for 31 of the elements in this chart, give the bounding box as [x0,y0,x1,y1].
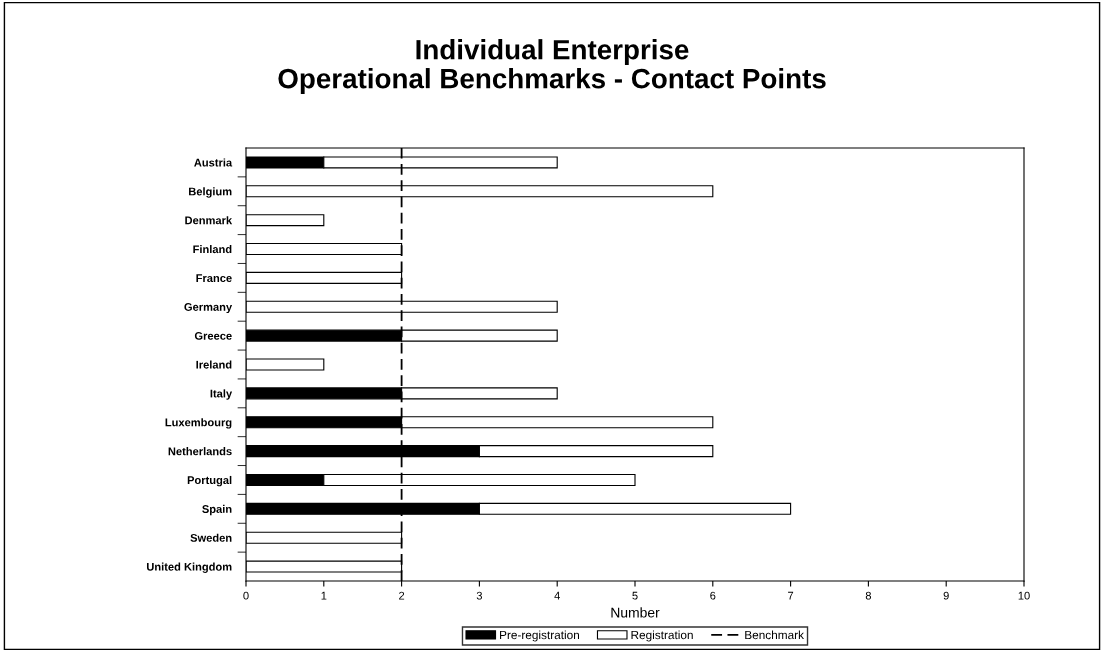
x-tick-label: 7 [788,591,794,600]
y-tick-label: Belgium [189,187,232,198]
y-tick-label: Italy [210,389,233,400]
x-tick-label: 4 [554,591,560,600]
y-tick-label: Spain [202,504,232,516]
y-tick-label: Denmark [185,216,233,225]
y-tick-label: Austria [194,158,233,167]
y-tick-label: Ireland [196,360,232,369]
legend-label: Pre-registration [500,630,579,642]
x-axis-title: Number [611,607,660,618]
y-tick-label: United Kingdom [146,562,232,573]
x-tick-label: 0 [243,591,249,600]
x-tick-label: 10 [1018,591,1030,600]
y-tick-label: Portugal [187,475,232,487]
legend-label: Registration [631,630,693,642]
x-tick-label: 9 [943,591,949,600]
x-tick-label: 3 [476,591,482,600]
y-tick-label: Germany [184,303,233,314]
x-tick-label: 5 [632,591,638,600]
legend-label: Benchmark [745,630,805,640]
x-tick-label: 1 [321,591,327,600]
y-tick-label: Sweden [190,533,232,542]
y-tick-label: Luxembourg [165,418,232,429]
y-tick-label: Netherlands [168,447,232,456]
y-tick-label: Finland [193,245,232,254]
x-tick-label: 2 [399,591,405,600]
chart-title: Individual Enterprise Operational Benchmarks - Contact Points [278,39,826,94]
x-tick-label: 8 [865,591,872,600]
y-tick-label: Greece [194,331,232,340]
y-tick-label: France [196,274,232,283]
x-tick-label: 6 [710,591,716,600]
